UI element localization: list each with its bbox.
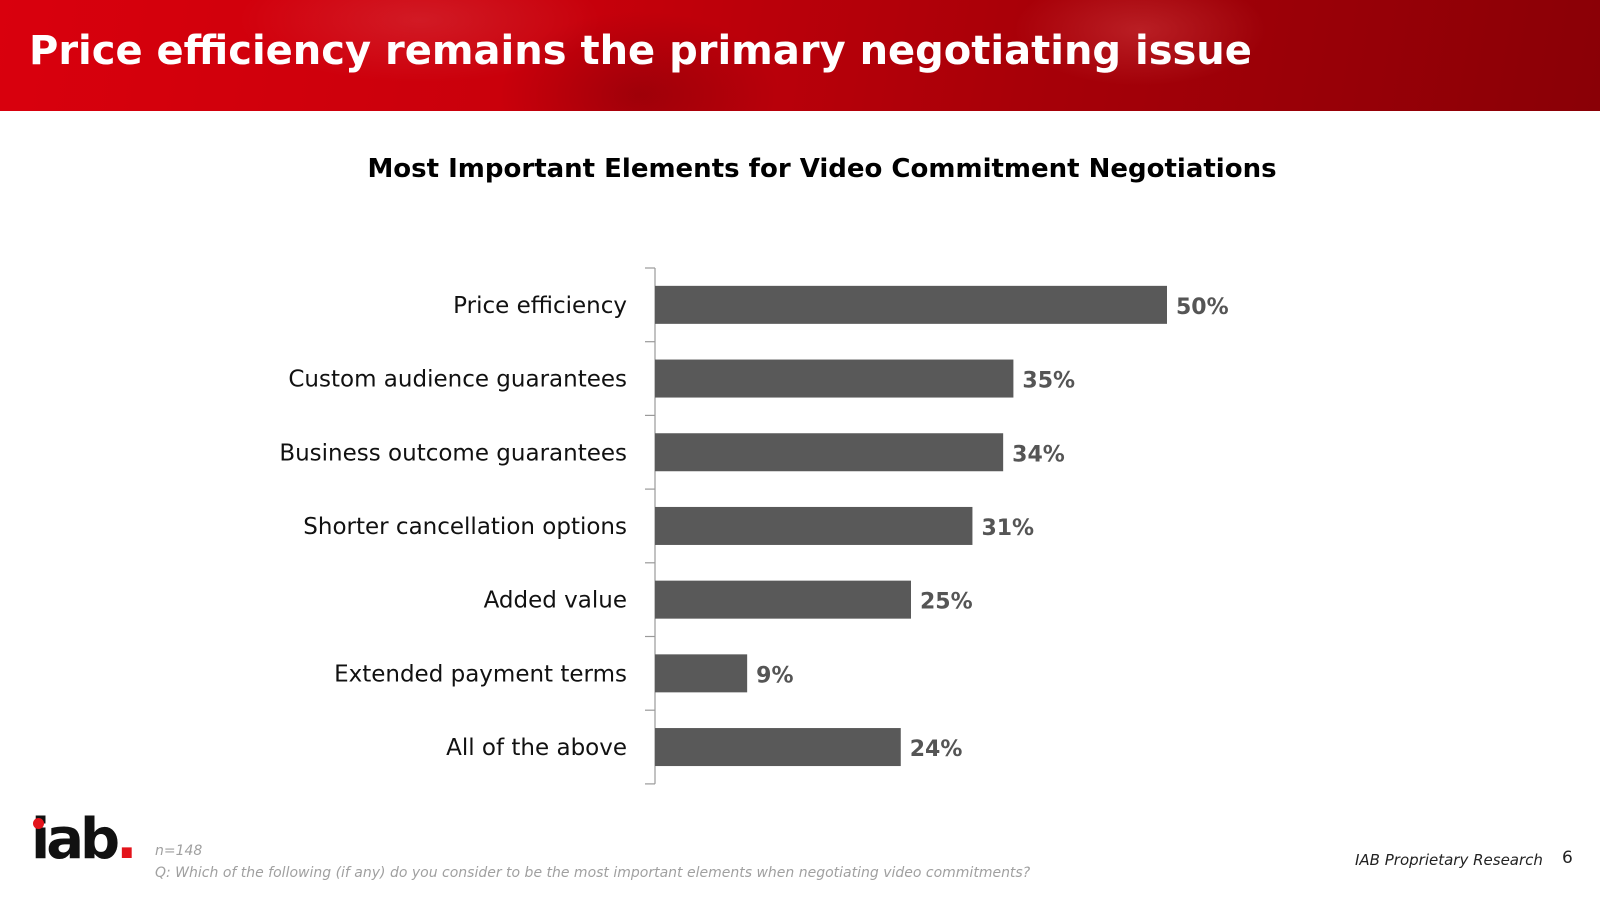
value-label-5: 9% [756, 663, 793, 688]
question-note: Q: Which of the following (if any) do yo… [155, 865, 1031, 881]
category-label-4: Added value [484, 588, 627, 614]
bar-4 [655, 580, 911, 619]
bar-0 [655, 285, 1167, 324]
category-label-5: Extended payment terms [334, 661, 627, 687]
chart-axis [645, 267, 656, 785]
value-label-3: 31% [981, 516, 1034, 541]
value-label-0: 50% [1176, 295, 1229, 320]
bar-5 [655, 654, 748, 693]
iab-logo: iab. [31, 812, 137, 868]
bar-3 [655, 506, 973, 545]
category-label-6: All of the above [446, 735, 627, 761]
category-labels: Price efficiency Custom audience guarante… [279, 293, 627, 761]
value-labels: 50% 35% 34% 31% 25% 9% 24% [756, 295, 1229, 762]
chart-bars [655, 285, 1167, 767]
bar-6 [655, 728, 901, 767]
slide-header-banner: Price efficiency remains the primary neg… [0, 0, 1600, 111]
category-label-3: Shorter cancellation options [303, 514, 627, 540]
category-label-0: Price efficiency [453, 293, 627, 319]
source-label: IAB Proprietary Research [1355, 851, 1543, 869]
chart-title: Most Important Elements for Video Commit… [367, 154, 1277, 184]
bar-1 [655, 359, 1014, 398]
bar-2 [655, 433, 1004, 472]
value-label-4: 25% [920, 590, 973, 615]
logo-dot: . [116, 807, 137, 872]
value-label-6: 24% [910, 737, 963, 762]
category-label-2: Business outcome guarantees [279, 440, 627, 466]
slide-title: Price efficiency remains the primary neg… [29, 28, 1252, 74]
page-number: 6 [1562, 848, 1573, 868]
value-label-2: 34% [1012, 442, 1065, 467]
category-label-1: Custom audience guarantees [288, 367, 627, 393]
logo-accent-dot [33, 818, 44, 829]
value-label-1: 35% [1022, 369, 1075, 394]
sample-size-note: n=148 [155, 843, 203, 859]
logo-text: iab [31, 807, 120, 872]
